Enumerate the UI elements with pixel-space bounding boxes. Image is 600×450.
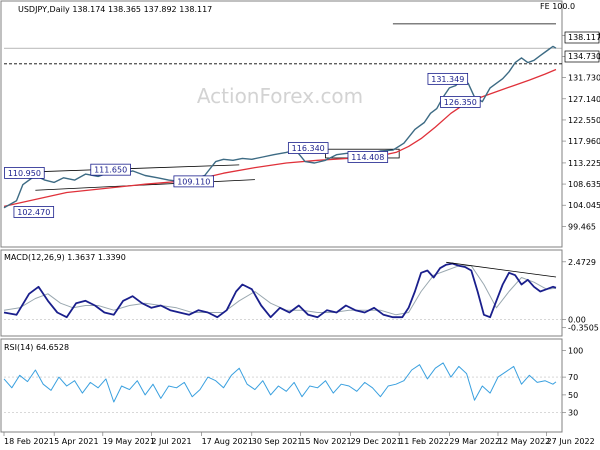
x-tick-label: 17 Aug 2021 (202, 437, 253, 446)
x-tick-label: 30 Sep 2021 (252, 437, 303, 446)
support-price-label: 134.730 (568, 52, 600, 61)
x-tick-label: 29 Mar 2022 (449, 437, 500, 446)
price-annotation-box (440, 96, 481, 108)
rsi-tick-label: 30 (568, 409, 578, 418)
macd-line (3, 262, 557, 319)
price-annotation-box (90, 163, 131, 176)
price-annotation-box (173, 175, 214, 188)
rsi-tick-label: 100 (568, 346, 583, 355)
x-tick-label: 15 Nov 2021 (300, 437, 351, 446)
price-annotation-label: 131.349 (431, 75, 464, 84)
price-annotation-label: 110.950 (8, 169, 41, 178)
price-tick-label: 127.140 (568, 95, 600, 104)
price-annotation-label: 109.110 (177, 177, 210, 186)
price-tick-label: 104.045 (568, 201, 600, 210)
fe-label: FE 100.0 (540, 2, 575, 11)
price-annotation-label: 114.408 (351, 153, 384, 162)
price-tick-label: 122.550 (568, 116, 600, 125)
price-annotation-box (4, 167, 45, 179)
lower-channel-line (35, 179, 255, 191)
support-price-box (564, 50, 600, 63)
x-tick-label: 27 Jun 2022 (547, 437, 595, 446)
macd-title: MACD(12,26,9) 1.3637 1.3390 (4, 253, 126, 262)
price-annotation-box (347, 151, 389, 163)
rsi-line (3, 362, 557, 403)
x-tick-label: 2 Jul 2021 (151, 437, 191, 446)
macd-divergence-line (446, 261, 557, 278)
price-panel: USDJPY,Daily 138.174 138.365 137.892 138… (0, 0, 600, 248)
price-annotation-label: 116.340 (292, 144, 325, 153)
price-tick-label: 131.730 (568, 74, 600, 83)
macd-panel: MACD(12,26,9) 1.3637 1.3390 2.4729 0.00-0… (0, 249, 599, 337)
current-price-box (564, 31, 600, 44)
macd-signal-line (3, 265, 557, 316)
price-tick-label: 113.225 (568, 159, 600, 168)
x-tick-label: 18 Feb 2021 (4, 437, 54, 446)
current-price-label: 138.117 (568, 33, 600, 42)
x-tick-label: 12 May 2022 (498, 437, 550, 446)
macd-tick-label: 2.4729 (568, 258, 596, 267)
price-annotations: 110.950 102.470 111.650 109.110 116.340 114.4… (4, 72, 481, 218)
macd-ticks: 2.4729 0.00-0.3505 (562, 258, 599, 333)
rsi-title: RSI(14) 64.6528 (4, 343, 69, 352)
macd-frame (0, 249, 563, 337)
macd-tick-label: 0.00 (568, 316, 586, 325)
rsi-tick-label: 70 (568, 373, 578, 382)
price-annotation-box (427, 72, 469, 85)
x-tick-label: 29 Dec 2021 (351, 437, 402, 446)
price-ticks: 140.910136.320131.730127.140122.550117.9… (562, 31, 600, 231)
macd-overlays (3, 261, 562, 320)
x-tick-label: 5 Apr 2021 (54, 437, 98, 446)
price-frame (0, 0, 563, 248)
price-tick-label: 99.465 (568, 222, 596, 231)
rsi-tick-label: 50 (568, 391, 578, 400)
price-tick-label: 108.635 (568, 180, 600, 189)
price-tick-label: 117.960 (568, 137, 600, 146)
watermark: ActionForex.com (197, 84, 363, 108)
macd-tick-label: -0.3505 (568, 324, 599, 333)
rsi-overlays (3, 362, 562, 413)
price-annotation-label: 126.350 (444, 98, 477, 107)
x-tick-label: 19 May 2021 (103, 437, 155, 446)
price-title: USDJPY,Daily 138.174 138.365 137.892 138… (18, 5, 212, 14)
rsi-ticks: 100 70 50 30 (562, 346, 583, 418)
price-annotation-box (287, 142, 329, 154)
price-annotation-box (13, 206, 55, 218)
price-annotation-label: 102.470 (17, 208, 50, 217)
x-tick-label: 11 Feb 2022 (399, 437, 449, 446)
price-annotation-label: 111.650 (94, 166, 127, 175)
upper-channel-line (35, 164, 240, 173)
